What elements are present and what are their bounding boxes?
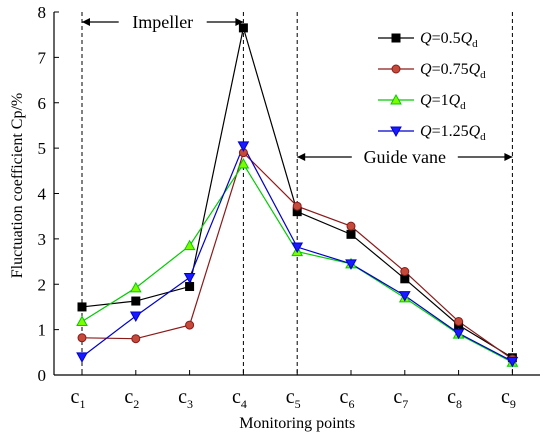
x-tick-label: c4 (232, 386, 247, 411)
legend-marker (390, 93, 402, 105)
y-tick-label: 0 (38, 366, 47, 385)
data-point (131, 334, 141, 344)
legend-label: Q=1.25Qd (420, 123, 486, 143)
data-point (400, 267, 410, 277)
legend-label: Q=1Qd (420, 92, 466, 112)
data-point (237, 141, 250, 152)
y-tick-label: 5 (38, 139, 47, 158)
y-tick-label: 1 (38, 321, 47, 340)
data-point (131, 296, 141, 306)
data-point (238, 23, 248, 33)
x-axis-title: Monitoring points (239, 415, 355, 432)
data-point (183, 239, 196, 251)
x-tick-label: c2 (124, 386, 139, 411)
y-axis-title: Fluctuation coefficient Cp/% (9, 93, 26, 278)
y-tick-label: 3 (38, 230, 47, 249)
arrow-head (82, 18, 90, 26)
x-tick-label: c3 (178, 386, 193, 411)
x-tick-label: c5 (286, 386, 301, 411)
x-tick-label: c9 (501, 386, 516, 411)
y-tick-label: 8 (38, 3, 47, 22)
data-point (452, 328, 465, 340)
data-point (345, 259, 357, 270)
arrow-head (235, 18, 244, 26)
x-tick-label: c6 (340, 386, 355, 411)
data-point (129, 311, 142, 323)
legend-label: Q=0.75Qd (420, 61, 486, 81)
data-point (77, 333, 87, 343)
y-tick-label: 7 (38, 48, 47, 67)
annotation-label: Impeller (132, 12, 193, 32)
data-point (129, 281, 142, 293)
legend-marker (391, 64, 401, 74)
data-point (183, 272, 196, 284)
arrow-head (297, 153, 306, 161)
data-point (76, 352, 88, 363)
data-point (398, 291, 411, 302)
legend-label: Q=0.5Qd (420, 30, 478, 50)
data-point (506, 356, 519, 368)
data-point (185, 320, 195, 330)
data-point (454, 316, 464, 326)
series-line (81, 162, 513, 363)
data-point (76, 315, 88, 326)
data-point (346, 221, 356, 231)
x-tick-label: c1 (71, 386, 86, 411)
data-point (77, 302, 87, 312)
data-point (185, 282, 195, 292)
x-tick-label: c7 (393, 386, 408, 411)
data-point (291, 242, 304, 254)
data-point (237, 157, 250, 169)
arrow-head (504, 153, 513, 161)
legend-marker (390, 126, 402, 138)
legend-marker (391, 33, 401, 43)
y-tick-label: 4 (38, 185, 47, 204)
x-tick-label: c8 (447, 386, 462, 411)
y-tick-label: 2 (38, 275, 47, 294)
annotation-label: Guide vane (364, 147, 446, 167)
data-point (346, 229, 356, 239)
data-point (292, 201, 302, 211)
y-tick-label: 6 (38, 94, 47, 113)
plot-area: 0 1 2 3 4 5 6 7 8 c1 c2 c3 c4 c5 c6 c7 c8 c9 Impeller Guide… (38, 3, 540, 411)
